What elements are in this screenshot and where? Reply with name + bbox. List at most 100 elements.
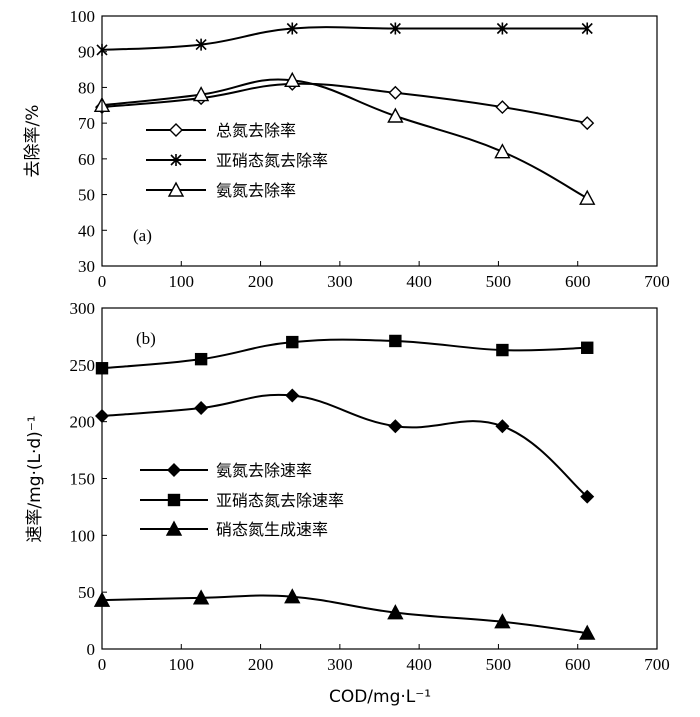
panel-a-plot-frame	[101, 15, 658, 267]
series-markers-b-2	[93, 588, 596, 640]
y-tick-label: 50	[78, 583, 95, 602]
point-marker-4	[495, 419, 510, 434]
y-tick-label: 40	[78, 221, 95, 240]
y-tick-label: 100	[70, 7, 96, 26]
point-marker-3	[387, 107, 404, 123]
panel-a-ticks: 0 100 200 300 400 500 600 700 30 40 50 60 70 80 90 100	[70, 7, 670, 291]
legend-item-nitrite-removal-rate: 亚硝态氮去除速率	[140, 491, 344, 510]
point-marker	[167, 181, 185, 197]
point-marker-4	[494, 613, 511, 629]
x-tick-label: 700	[644, 655, 670, 674]
legend-marker-diamond-filled	[167, 463, 181, 477]
point-marker-5	[580, 116, 595, 131]
point-marker-5	[581, 22, 593, 35]
series-markers-b-1	[95, 334, 594, 375]
y-tick-label: 200	[70, 413, 96, 432]
x-tick-label: 200	[248, 272, 274, 291]
y-tick-label: 100	[70, 526, 96, 545]
legend-label: 亚硝态氮去除速率	[216, 491, 344, 510]
legend-marker-star	[170, 154, 182, 166]
point-marker	[165, 520, 183, 536]
y-tick-label: 250	[70, 356, 96, 375]
series-line-b-2	[101, 594, 588, 635]
y-tick-label: 50	[78, 186, 95, 205]
x-tick-label: 200	[248, 655, 274, 674]
y-tick-label: 80	[78, 78, 95, 97]
point-marker-5	[580, 489, 595, 504]
y-tick-label: 60	[78, 150, 95, 169]
legend-marker-triangle-open	[167, 181, 185, 197]
x-tick-label: 500	[486, 655, 512, 674]
point-marker-4	[494, 143, 511, 159]
panel-a-legend: 总氮去除率 亚硝态氮去除率 氨氮去除率	[146, 121, 328, 200]
series-markers-b-0	[95, 388, 595, 504]
panel-b-series	[93, 334, 596, 640]
y-tick-label: 30	[78, 257, 95, 276]
legend-label: 亚硝态氮去除率	[216, 151, 328, 170]
point-marker	[167, 493, 181, 507]
point-marker-2	[285, 388, 300, 403]
panel-a-label: (a)	[133, 226, 152, 245]
x-tick-label: 700	[644, 272, 670, 291]
legend-item-nitrite-nitrogen: 亚硝态氮去除率	[146, 151, 328, 170]
y-tick-label: 90	[78, 43, 95, 62]
point-marker-2	[286, 22, 298, 35]
point-marker-3	[389, 334, 402, 348]
panel-b-label: (b)	[136, 329, 156, 348]
x-tick-label: 100	[169, 272, 195, 291]
point-marker-5	[579, 624, 596, 640]
x-tick-label: 500	[486, 272, 512, 291]
y-tick-label: 0	[87, 640, 96, 659]
point-marker	[169, 123, 183, 137]
point-marker-4	[496, 22, 508, 35]
panel-b-legend: 氨氮去除速率 亚硝态氮去除速率 硝态氮生成速率	[140, 461, 344, 539]
legend-item-ammonia-removal-rate: 氨氮去除速率	[140, 461, 312, 480]
panel-b-ticks: 0 100 200 300 400 500 600 700 0 50 100 150 200 250 300	[70, 299, 670, 674]
x-tick-label: 600	[565, 655, 591, 674]
series-line-b-1	[101, 338, 588, 370]
x-tick-label: 100	[169, 655, 195, 674]
legend-marker-triangle-filled	[165, 520, 183, 536]
x-tick-label: 0	[98, 272, 107, 291]
point-marker-3	[389, 22, 401, 35]
series-line-b-0	[101, 393, 588, 498]
x-tick-label: 400	[406, 655, 432, 674]
legend-marker-square-filled	[167, 493, 181, 507]
panel-a-series	[93, 22, 596, 205]
series-line-a-0	[101, 82, 588, 125]
point-marker-1	[194, 352, 208, 366]
panel-b: 0 100 200 300 400 500 600 700 0 50 100 150 200 250 300…	[25, 299, 670, 707]
point-marker-2	[286, 335, 299, 349]
series-markers-a-2	[93, 71, 596, 205]
point-marker-3	[388, 419, 403, 434]
point-marker-3	[388, 85, 403, 100]
point-marker-5	[581, 341, 594, 354]
x-tick-label: 600	[565, 272, 591, 291]
point-marker	[167, 463, 181, 477]
legend-item-total-nitrogen: 总氮去除率	[146, 121, 296, 140]
legend-label: 硝态氮生成速率	[216, 520, 328, 539]
y-tick-label: 150	[70, 470, 96, 489]
y-tick-label: 300	[70, 299, 96, 318]
point-marker-1	[192, 86, 210, 102]
panel-a: 0 100 200 300 400 500 600 70030405060708090100 …	[23, 7, 670, 291]
point-marker-4	[496, 343, 509, 357]
point-marker-4	[495, 100, 510, 115]
legend-item-nitrate-generation-rate: 硝态氮生成速率	[140, 520, 328, 539]
point-marker-5	[579, 189, 596, 205]
point-marker-1	[194, 401, 209, 416]
y-tick-label: 70	[78, 114, 95, 133]
point-marker-2	[284, 588, 301, 604]
series-line-a-2	[101, 78, 588, 200]
x-tick-label: 400	[406, 272, 432, 291]
x-tick-label: 0	[98, 655, 107, 674]
point-marker-2	[284, 71, 301, 87]
legend-label: 总氮去除率	[216, 121, 296, 140]
point-marker-1	[195, 38, 207, 51]
point-marker-1	[192, 589, 210, 605]
legend-item-ammonia-nitrogen: 氨氮去除率	[146, 181, 296, 200]
series-line-a-1	[101, 26, 588, 51]
panel-b-y-axis-title: 速率/mg·(L·d)⁻¹	[25, 415, 45, 542]
x-tick-label: 300	[327, 272, 353, 291]
